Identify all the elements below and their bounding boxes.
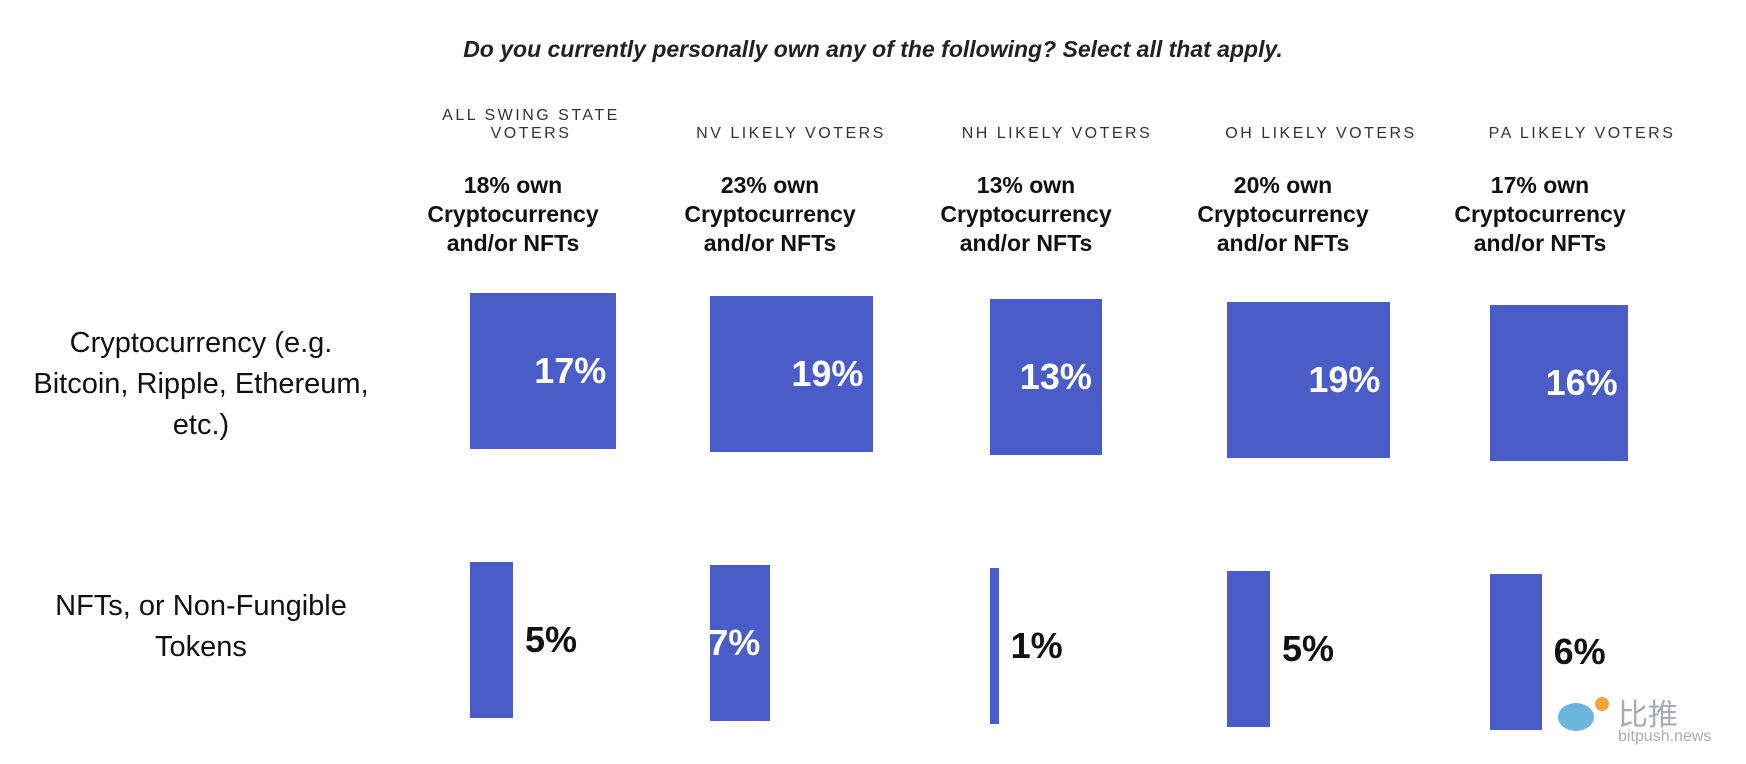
column-summary: 18% own Cryptocurrency and/or NFTs <box>427 172 599 256</box>
value-label: 1% <box>1010 625 1063 666</box>
bar <box>990 299 1102 455</box>
bar <box>1490 305 1628 461</box>
column-summary: 20% own Cryptocurrency and/or NFTs <box>1197 172 1369 256</box>
bar <box>1227 302 1391 458</box>
category-label: Cryptocurrency (e.g. Bitcoin, Ripple, Et… <box>33 326 369 441</box>
value-label: 5% <box>525 619 578 660</box>
bar <box>710 296 874 452</box>
bar <box>470 293 617 449</box>
value-label: 6% <box>1553 631 1606 672</box>
value-label: 13% <box>1019 356 1092 397</box>
column-header: NV LIKELY VOTERS <box>696 125 886 142</box>
column-header: PA LIKELY VOTERS <box>1488 125 1676 142</box>
bar <box>470 562 513 718</box>
bar <box>990 568 999 724</box>
value-label: 7% <box>708 622 761 663</box>
chart-title: Do you currently personally own any of t… <box>463 36 1283 62</box>
bar <box>1490 574 1542 730</box>
column-header: OH LIKELY VOTERS <box>1225 125 1417 142</box>
bar <box>710 565 771 721</box>
watermark: 比推 <box>1618 699 1678 732</box>
watermark-bird <box>1558 697 1609 731</box>
category-label: NFTs, or Non-Fungible Tokens <box>55 590 347 663</box>
watermark-url: bitpush.news <box>1618 728 1712 745</box>
column-summary: 13% own Cryptocurrency and/or NFTs <box>940 172 1112 256</box>
value-label: 19% <box>791 353 864 394</box>
value-label: 16% <box>1545 362 1618 403</box>
value-label: 5% <box>1282 628 1335 669</box>
value-label: 19% <box>1308 359 1381 400</box>
column-summary: 17% own Cryptocurrency and/or NFTs <box>1454 172 1626 256</box>
bar <box>1227 571 1270 727</box>
value-label: 17% <box>534 350 607 391</box>
column-header: ALL SWING STATE VOTERS <box>442 107 620 142</box>
column-summary: 23% own Cryptocurrency and/or NFTs <box>684 172 856 256</box>
column-header: NH LIKELY VOTERS <box>961 125 1153 142</box>
